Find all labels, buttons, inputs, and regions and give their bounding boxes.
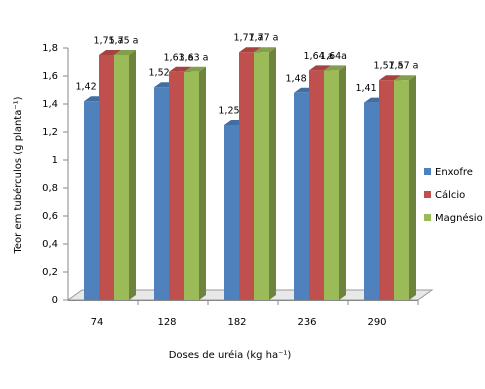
y-tick-label: 0,4 <box>42 239 58 250</box>
x-tick-label: 290 <box>367 317 386 328</box>
bar-side <box>409 75 416 300</box>
y-tick-label: 0,6 <box>42 211 58 222</box>
value-label: 1,25 b <box>218 106 248 117</box>
bar-side <box>339 65 346 301</box>
bar <box>184 71 199 300</box>
bar-top <box>114 50 136 55</box>
bar <box>169 71 184 300</box>
bar-top <box>394 75 416 81</box>
bar-top <box>169 66 191 72</box>
bar-top <box>379 75 401 81</box>
value-label: 1,75 a <box>94 36 124 47</box>
bar <box>114 55 129 300</box>
value-label: 1,41 ab <box>355 83 391 94</box>
y-tick-label: 1,8 <box>42 43 58 54</box>
y-tick-label: 1,4 <box>42 99 58 110</box>
bar <box>154 87 169 300</box>
value-label: 1,63 a <box>164 52 194 63</box>
x-tick-label: 128 <box>157 317 176 328</box>
bar <box>294 92 309 300</box>
value-label: 1,64a <box>320 51 347 62</box>
legend-label: Cálcio <box>435 189 465 201</box>
x-axis-label: Doses de uréia (kg ha⁻¹) <box>169 349 292 361</box>
bar <box>99 55 114 300</box>
bar <box>394 80 409 300</box>
bar-top <box>184 66 206 72</box>
y-tick-label: 1,2 <box>42 127 58 138</box>
bar-top <box>99 50 121 55</box>
bar <box>309 70 324 301</box>
legend-label: Magnésio <box>435 212 483 224</box>
y-tick-label: 0 <box>52 295 58 306</box>
y-tick-label: 0,2 <box>42 267 58 278</box>
legend-swatch <box>424 168 431 175</box>
value-label: 1,64 a <box>304 51 334 62</box>
legend-label: Enxofre <box>435 167 473 178</box>
bar-side <box>129 50 136 300</box>
bar-top <box>239 47 261 53</box>
value-label: 1,57 a <box>389 61 419 72</box>
bar-top <box>309 65 331 71</box>
value-label: 1,57 a <box>374 61 404 72</box>
legend-swatch <box>424 191 431 198</box>
bar <box>254 52 269 301</box>
bar <box>239 52 254 301</box>
value-label: 1,77 a <box>249 33 279 44</box>
x-tick-label: 236 <box>297 317 316 328</box>
x-tick-label: 182 <box>227 317 246 328</box>
value-label: 1,52 a <box>149 68 179 79</box>
bar-side <box>269 47 276 301</box>
legend-swatch <box>424 214 431 221</box>
y-tick-label: 1 <box>52 155 58 166</box>
y-tick-label: 1,6 <box>42 71 58 82</box>
bar <box>224 125 239 300</box>
value-label: 1,63 a <box>179 52 209 63</box>
y-tick-label: 0,8 <box>42 183 58 194</box>
value-label: 1,42 ab <box>75 82 111 93</box>
bar-top <box>324 65 346 71</box>
x-tick-label: 74 <box>91 317 104 328</box>
y-axis-label: Teor em tubérculos (g planta⁻¹) <box>12 96 24 254</box>
bar <box>364 102 379 300</box>
bar <box>84 101 99 300</box>
bar <box>324 70 339 301</box>
value-label: 1,48 ab <box>285 73 321 84</box>
bar-side <box>199 66 206 300</box>
value-label: 1,75 a <box>109 36 139 47</box>
bar-top <box>254 47 276 53</box>
bar <box>379 80 394 300</box>
value-label: 1,77 a <box>234 33 264 44</box>
